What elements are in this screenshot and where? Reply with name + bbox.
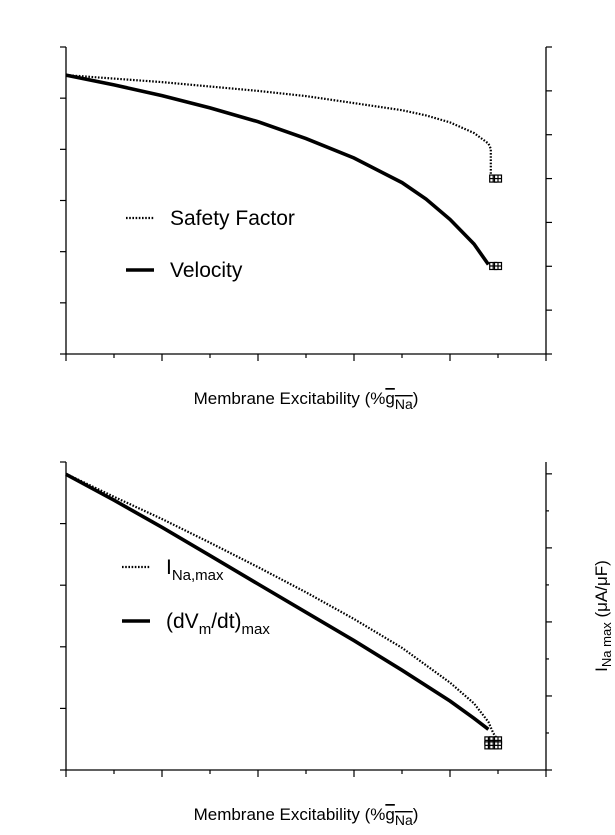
legend-label: Velocity xyxy=(170,259,243,282)
chart-panel-a: Membrane Excitability (%gNa) Safety Facto… xyxy=(60,46,552,412)
series-line-dotted xyxy=(65,74,498,180)
series-line-solid xyxy=(65,472,490,731)
x-axis-title: Membrane Excitability (%gNa) xyxy=(194,805,419,828)
y-right-title: INa max (μA/μF) xyxy=(592,560,614,672)
legend-label: (dVm/dt)max xyxy=(166,610,270,638)
legend-label: INa,max xyxy=(166,556,224,584)
chart-panel-b: INa max (μA/μF) Membrane Excitability (%g… xyxy=(60,461,614,828)
series-line-solid xyxy=(65,73,490,266)
series-line-dotted xyxy=(65,472,499,741)
legend-label: Safety Factor xyxy=(170,207,295,230)
x-axis-title: Membrane Excitability (%gNa) xyxy=(194,389,419,412)
